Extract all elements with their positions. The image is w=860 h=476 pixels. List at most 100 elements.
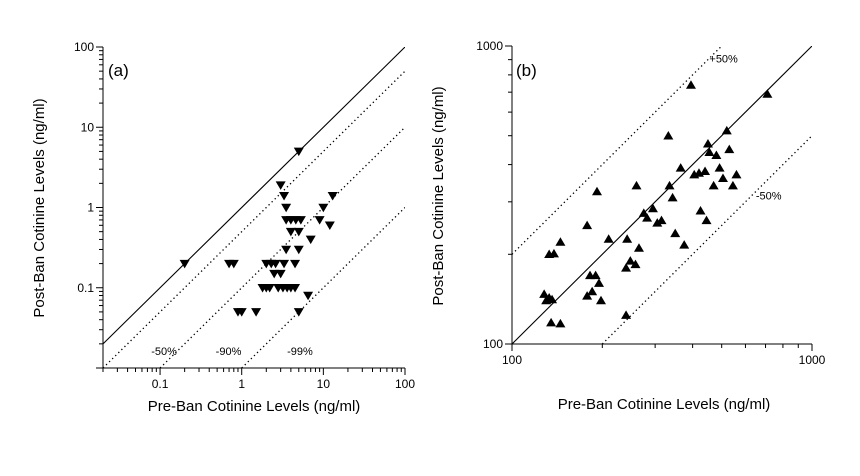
panel-a-data-point bbox=[270, 259, 281, 269]
panel-a-ref-label-minus-99: -99% bbox=[287, 346, 313, 358]
panel-b-data-point bbox=[700, 166, 711, 175]
panel-a-x-tick-label: 1 bbox=[238, 377, 245, 391]
panel-b-ref-line-identity bbox=[512, 46, 812, 344]
panel-a-ref-line-minus-50 bbox=[103, 70, 405, 368]
panel-a-data-point bbox=[269, 269, 280, 279]
panel-a-data-point bbox=[290, 284, 301, 293]
panel-b-reference-lines bbox=[512, 46, 812, 344]
panel-a-ref-label-minus-90: -90% bbox=[216, 346, 242, 358]
panel-b-data-point bbox=[621, 263, 632, 272]
panel-a-y-tick-label: 0.1 bbox=[77, 281, 94, 295]
panel-b-data-point bbox=[555, 237, 566, 246]
panel-a-label: (a) bbox=[108, 61, 129, 80]
panel-a-reference-lines bbox=[103, 47, 405, 368]
panel-b-data-point bbox=[548, 248, 559, 258]
panel-a-data-point bbox=[281, 245, 292, 255]
panel-b-ref-line-plus-50 bbox=[512, 46, 723, 255]
panel-a-data-point bbox=[290, 259, 301, 269]
panel-b-data-point bbox=[595, 295, 606, 305]
panel-b-data-point bbox=[664, 180, 675, 190]
panel-b-x-tick-label: 100 bbox=[502, 353, 522, 367]
panel-b-data-point bbox=[555, 318, 566, 328]
panel-b-data-point bbox=[625, 256, 636, 265]
panel-b-data-point bbox=[714, 163, 725, 172]
panel-b-data-point bbox=[591, 186, 602, 196]
panel-a-y-axis-title: Post-Ban Cotinine Levels (ng/ml) bbox=[31, 98, 48, 317]
panel-b-data-point bbox=[630, 259, 641, 269]
panel-b-y-axis-title: Post-Ban Cotinine Levels (ng/ml) bbox=[430, 86, 447, 305]
panel-b-data-point bbox=[679, 240, 690, 249]
panel-a-data-point bbox=[275, 269, 286, 279]
panel-b-data-point bbox=[670, 228, 681, 238]
panel-b-data-point bbox=[708, 180, 719, 190]
panel-b-ref-label-plus-50: +50% bbox=[709, 54, 738, 66]
panel-b-data-point bbox=[539, 289, 550, 298]
panel-a-data-point bbox=[314, 216, 325, 225]
panel-b-data-point bbox=[717, 173, 728, 182]
panel-b-data-point bbox=[711, 150, 722, 159]
panel-a-data-point bbox=[293, 147, 304, 157]
panel-a-y-tick-label: 10 bbox=[81, 120, 95, 134]
panel-b-y-tick-label: 100 bbox=[483, 337, 503, 351]
panel-a-data-point bbox=[285, 227, 296, 237]
panel-b: (b) 100 1000 100 1000 Pre-Ban Cotinine Level… bbox=[430, 39, 826, 413]
panel-b-data-point bbox=[731, 169, 742, 179]
panel-a: (a) 0.1 1 10 100 0.1 1 10 100 Pre-Ban Cotinine L… bbox=[31, 40, 415, 415]
panel-b-x-axis-title: Pre-Ban Cotinine Levels (ng/ml) bbox=[558, 396, 771, 413]
panel-a-data-point bbox=[264, 284, 275, 293]
panel-b-data-point bbox=[685, 80, 696, 89]
panel-b-markers bbox=[539, 80, 773, 328]
panel-b-data-point bbox=[701, 215, 712, 225]
panel-a-data-point bbox=[275, 181, 286, 190]
panel-a-x-tick-label: 10 bbox=[317, 377, 331, 391]
panel-b-data-point bbox=[621, 310, 632, 319]
panel-a-markers bbox=[179, 147, 338, 317]
panel-b-data-point bbox=[656, 215, 667, 225]
panel-b-data-point bbox=[603, 234, 614, 243]
panel-a-x-tick-label: 100 bbox=[395, 377, 415, 391]
panel-b-data-point bbox=[547, 294, 558, 304]
panel-a-data-point bbox=[279, 192, 290, 201]
panel-a-data-point bbox=[305, 235, 316, 245]
panel-a-y-tick-label: 1 bbox=[87, 201, 94, 215]
panel-b-ref-line-minus-50 bbox=[601, 135, 812, 344]
panel-a-data-point bbox=[179, 259, 190, 269]
panel-b-data-point bbox=[647, 203, 658, 213]
panel-b-data-point bbox=[582, 220, 593, 230]
panel-a-data-point bbox=[324, 221, 335, 231]
panel-b-data-point bbox=[702, 138, 713, 148]
panel-b-data-point bbox=[546, 317, 557, 327]
panel-b-data-point bbox=[667, 192, 678, 202]
panel-a-x-tick-label: 0.1 bbox=[152, 377, 169, 391]
panel-b-data-point bbox=[622, 234, 633, 243]
panel-b-x-tick-label: 1000 bbox=[799, 353, 826, 367]
panel-b-data-point bbox=[587, 286, 598, 296]
panel-a-data-point bbox=[327, 192, 338, 201]
panel-b-data-point bbox=[590, 270, 601, 280]
panel-b-data-point bbox=[642, 213, 653, 222]
panel-a-ref-line-identity bbox=[103, 47, 405, 345]
panel-a-data-point bbox=[318, 203, 329, 213]
panel-b-data-point bbox=[724, 144, 735, 154]
panel-a-data-point bbox=[279, 259, 290, 269]
panel-b-label: (b) bbox=[516, 61, 537, 80]
panel-a-ref-label-minus-50: -50% bbox=[151, 346, 177, 358]
panel-b-data-point bbox=[631, 180, 642, 190]
panel-a-data-point bbox=[295, 216, 306, 225]
panel-b-data-point bbox=[762, 89, 773, 98]
panel-b-data-point bbox=[704, 147, 715, 157]
panel-b-data-point bbox=[721, 125, 732, 135]
panel-b-data-point bbox=[633, 243, 644, 252]
panel-a-data-point bbox=[281, 203, 292, 213]
panel-b-data-point bbox=[727, 180, 738, 190]
panel-b-data-point bbox=[675, 163, 686, 172]
panel-a-y-tick-label: 100 bbox=[74, 40, 94, 54]
panel-b-ref-label-minus-50: -50% bbox=[756, 191, 782, 203]
panel-a-data-point bbox=[293, 308, 304, 317]
panel-a-data-point bbox=[303, 291, 314, 301]
panel-a-data-point bbox=[228, 259, 239, 269]
panel-a-data-point bbox=[293, 227, 304, 237]
panel-b-data-point bbox=[695, 205, 706, 215]
panel-a-data-point bbox=[236, 308, 247, 317]
